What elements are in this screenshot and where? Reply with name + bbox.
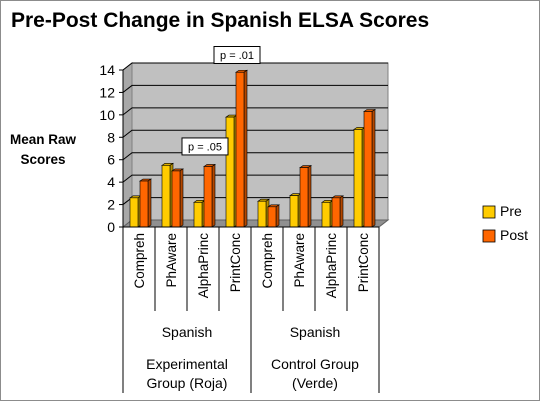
annotation-text: p = .01 (220, 50, 254, 62)
category-label: Compreh (132, 233, 147, 289)
chart-title: Pre-Post Change in Spanish ELSA Scores (11, 9, 429, 32)
gridline (122, 129, 388, 138)
bar-front (235, 71, 245, 228)
x-category-labels: Compreh PhAware AlphaPrinc PrintConc Compreh… (122, 227, 380, 393)
y-tick-label: 6 (107, 152, 115, 168)
bar-pre (321, 199, 334, 228)
category-label: PrintConc (356, 233, 371, 293)
bar-post (331, 195, 344, 228)
y-axis-label-line: Scores (20, 152, 65, 167)
category-label: PhAware (164, 233, 179, 288)
group-label-level2: Experimental (146, 356, 228, 372)
y-tick-label: 0 (107, 219, 115, 235)
bar-side (147, 178, 152, 228)
category-label: AlphaPrinc (324, 233, 339, 299)
category-label: AlphaPrinc (196, 233, 211, 299)
category-label: Compreh (260, 233, 275, 289)
bar-post (363, 108, 376, 228)
gridline (122, 84, 388, 93)
bar-front (363, 111, 373, 228)
y-axis-label: Mean Raw Scores (10, 132, 77, 167)
group-label-level1: Spanish (290, 324, 341, 340)
bar-side (371, 108, 376, 228)
bar-front (267, 206, 277, 228)
bar-front (353, 129, 363, 228)
bar-pre (161, 162, 174, 228)
bar-side (179, 168, 184, 228)
y-tick-label: 14 (99, 62, 115, 78)
bar-front (299, 167, 309, 228)
bar-post (235, 69, 248, 228)
bar-post (267, 204, 280, 228)
annotations: p = .05 p = .01 (181, 46, 261, 156)
bar-post (171, 168, 184, 228)
x-group-labels: Spanish Experimental Group (Roja) Spanish Co… (146, 324, 359, 391)
category-label: PhAware (292, 233, 307, 288)
gridline (122, 152, 388, 161)
bar-pre (257, 198, 270, 228)
bar-front (321, 202, 331, 228)
bar-front (129, 197, 139, 228)
y-tick-label: 12 (99, 84, 115, 100)
y-tick-label: 4 (107, 174, 115, 190)
legend-swatch (482, 229, 496, 243)
annotation-text: p = .05 (188, 141, 222, 153)
bar-side (211, 163, 216, 228)
bar-side (339, 195, 344, 228)
bar-post (139, 178, 152, 228)
bar-side (243, 69, 248, 228)
legend-label: Post (500, 227, 528, 243)
y-axis-label-line: Mean Raw (10, 132, 77, 147)
bars (129, 69, 376, 228)
y-tick-label: 10 (99, 107, 115, 123)
gridline (122, 107, 388, 116)
bar-front (257, 200, 267, 228)
bar-pre (193, 199, 206, 228)
category-label: PrintConc (228, 233, 243, 293)
bar-front (289, 195, 299, 228)
legend-label: Pre (500, 203, 522, 219)
group-label-level1: Spanish (162, 324, 213, 340)
bar-front (139, 180, 149, 228)
y-tick-label: 2 (107, 197, 115, 213)
group-label-level2: (Verde) (292, 375, 338, 391)
bar-pre (289, 193, 302, 228)
annotation-box (213, 46, 261, 64)
legend: Pre Post (482, 203, 528, 243)
annotation-box (181, 137, 229, 156)
bar-pre (225, 114, 238, 228)
bar-pre (129, 195, 142, 228)
group-label-level2: Control Group (271, 356, 359, 372)
bar-post (299, 165, 312, 228)
bar-front (193, 202, 203, 228)
bar-front (171, 170, 181, 228)
bar-front (225, 116, 235, 228)
y-tick-labels: 0 2 4 6 8 10 12 14 (99, 62, 115, 235)
legend-swatch (482, 205, 496, 219)
bar-post (203, 163, 216, 228)
bar-side (307, 165, 312, 228)
bar-front (161, 165, 171, 228)
bar-front (203, 166, 213, 228)
bar-front (331, 197, 341, 228)
y-tick-label: 8 (107, 129, 115, 145)
group-label-level2: Group (Roja) (147, 375, 228, 391)
bar-side (275, 204, 280, 228)
bar-pre (353, 126, 366, 228)
gridline (122, 62, 388, 71)
